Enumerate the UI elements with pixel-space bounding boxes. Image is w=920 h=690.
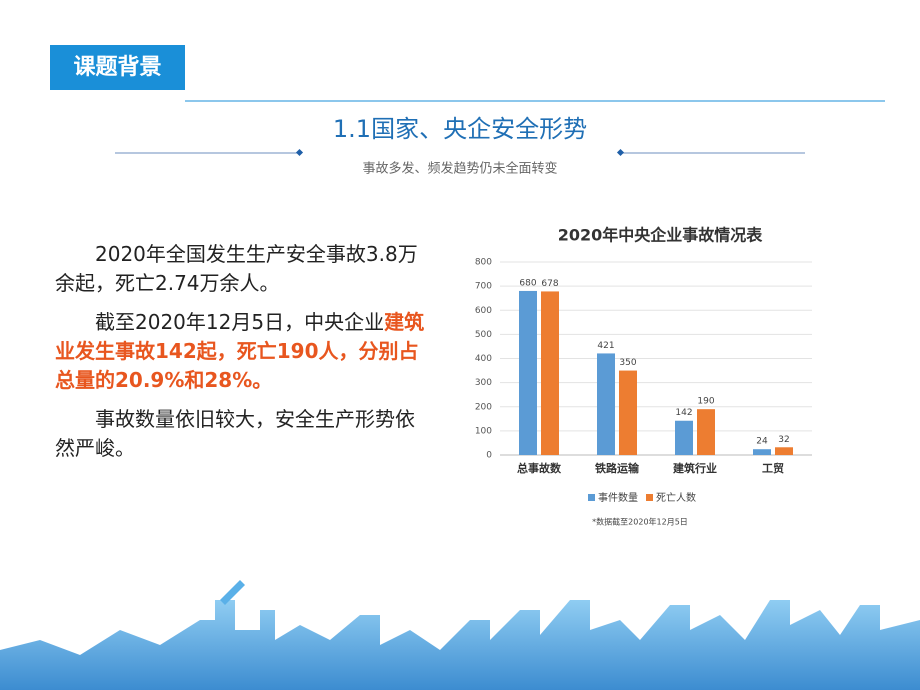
note: *数据截至2020年12月5日 — [592, 517, 688, 527]
y-tick-label: 400 — [475, 354, 492, 364]
section-tag: 课题背景 — [50, 45, 185, 90]
subtitle: 事故多发、频发趋势仍未全面转变 — [362, 161, 557, 177]
data-label: 24 — [756, 437, 768, 447]
y-tick-label: 600 — [475, 306, 492, 316]
x-tick-label: 铁路运输 — [595, 461, 640, 475]
paragraph: 截至2020年12月5日，中央企业建筑业发生事故142起，死亡190人，分别占总… — [55, 308, 433, 395]
data-label: 680 — [519, 278, 536, 288]
slide-title: 1.1国家、央企安全形势 — [333, 115, 587, 143]
highlight: 建筑业发生事故142起，死亡190人，分别占总量的20.9%和28%。 — [55, 310, 425, 392]
chart-title: 2020年中央企业事故情况表 — [558, 226, 764, 245]
data-label: 190 — [697, 397, 714, 407]
y-tick-label: 100 — [475, 426, 492, 436]
y-tick-label: 200 — [475, 402, 492, 412]
bar — [697, 409, 715, 455]
x-tick-label: 总事故数 — [517, 461, 562, 475]
y-tick-label: 500 — [475, 330, 492, 340]
data-label: 32 — [778, 435, 789, 445]
data-label: 678 — [541, 279, 558, 289]
data-label: 421 — [597, 341, 614, 351]
y-tick-label: 800 — [475, 258, 492, 268]
legend-label: 事件数量 — [598, 491, 638, 504]
bar — [597, 353, 615, 455]
y-tick-label: 700 — [475, 282, 492, 292]
data-label: 350 — [619, 358, 636, 368]
paragraph: 2020年全国发生生产安全事故3.8万余起，死亡2.74万余人。 — [55, 242, 418, 295]
data-label: 142 — [675, 408, 692, 418]
diamond — [616, 148, 625, 157]
body-text: 2020年全国发生生产安全事故3.8万余起，死亡2.74万余人。 截至2020年… — [55, 240, 433, 473]
y-tick-label: 300 — [475, 378, 492, 388]
bar — [541, 291, 559, 455]
y-tick-label: 0 — [486, 451, 492, 461]
bar — [519, 290, 537, 455]
x-tick-label: 建筑行业 — [673, 461, 717, 475]
bar — [675, 420, 693, 455]
legend-label: 死亡人数 — [656, 491, 696, 504]
legend-swatch — [588, 494, 595, 501]
chart: 2020年中央企业事故情况表 *数据截至2020年12月5日 0 100 200 30… — [475, 226, 812, 527]
paragraph: 事故数量依旧较大，安全生产形势依然严峻。 — [55, 407, 415, 460]
crane — [220, 580, 245, 605]
skyline — [0, 600, 920, 690]
bar — [619, 370, 637, 455]
x-tick-label: 工贸 — [762, 461, 784, 475]
bar — [775, 447, 793, 455]
text: 截至2020年12月5日，中央企业 — [95, 310, 385, 334]
bar — [753, 449, 771, 455]
legend-swatch — [646, 494, 653, 501]
diamond — [295, 148, 304, 157]
